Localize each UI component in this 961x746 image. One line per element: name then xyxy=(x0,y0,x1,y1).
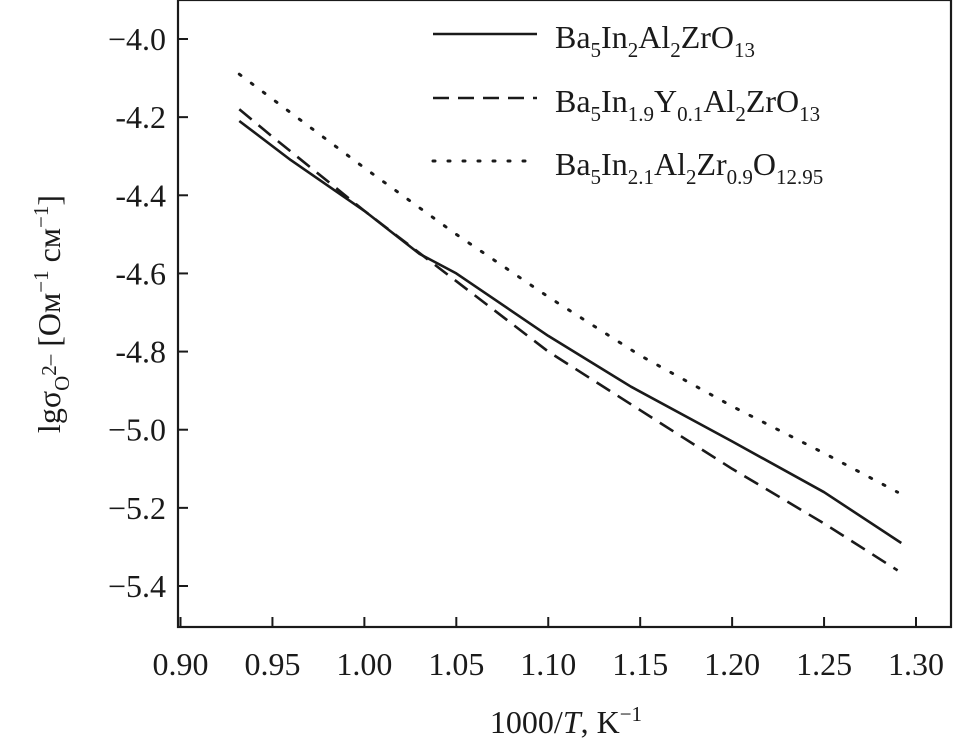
y-tick-label: -4.6 xyxy=(115,255,166,291)
x-tick-label: 1.15 xyxy=(612,646,668,682)
y-tick-label: −5.2 xyxy=(108,490,166,526)
x-tick-label: 0.90 xyxy=(153,646,209,682)
x-tick-label: 0.95 xyxy=(244,646,300,682)
y-tick-label: -4.8 xyxy=(115,334,166,370)
y-tick-label: -4.4 xyxy=(115,177,166,213)
y-axis-ticks: −4.0 -4.2 -4.4 -4.6 -4.8 −5.0 −5.2 −5.4 xyxy=(108,21,188,604)
series-line-dashed xyxy=(238,108,899,572)
series-line-solid xyxy=(238,119,903,545)
x-tick-label: 1.20 xyxy=(704,646,760,682)
x-tick-label: 1.10 xyxy=(520,646,576,682)
y-tick-label: −5.4 xyxy=(108,568,166,604)
x-tick-label: 1.05 xyxy=(428,646,484,682)
series-lines xyxy=(237,72,903,572)
x-tick-label: 1.25 xyxy=(796,646,852,682)
series-line-dotted xyxy=(237,72,900,494)
plot-frame xyxy=(176,0,953,629)
y-tick-label: −5.0 xyxy=(108,412,166,448)
y-tick-label: −4.0 xyxy=(108,21,166,57)
x-axis-label: 1000/T, K−1 xyxy=(490,702,642,740)
legend: Ba5In2Al2ZrO13 Ba5In1.9Y0.1Al2ZrO13 Ba5In2… xyxy=(431,19,823,189)
legend-label: Ba5In2.1Al2Zr0.9O12.95 xyxy=(555,146,823,189)
legend-label: Ba5In1.9Y0.1Al2ZrO13 xyxy=(555,83,820,126)
legend-label: Ba5In2Al2ZrO13 xyxy=(555,19,755,62)
x-axis-ticks: 0.90 0.95 1.00 1.05 1.10 1.15 1.20 1.25 1.30 xyxy=(153,617,944,682)
y-tick-label: -4.2 xyxy=(115,99,166,135)
x-tick-label: 1.30 xyxy=(888,646,944,682)
y-axis-label: lgσO2– [Ом−1 см−1] xyxy=(29,195,74,433)
x-tick-label: 1.00 xyxy=(336,646,392,682)
